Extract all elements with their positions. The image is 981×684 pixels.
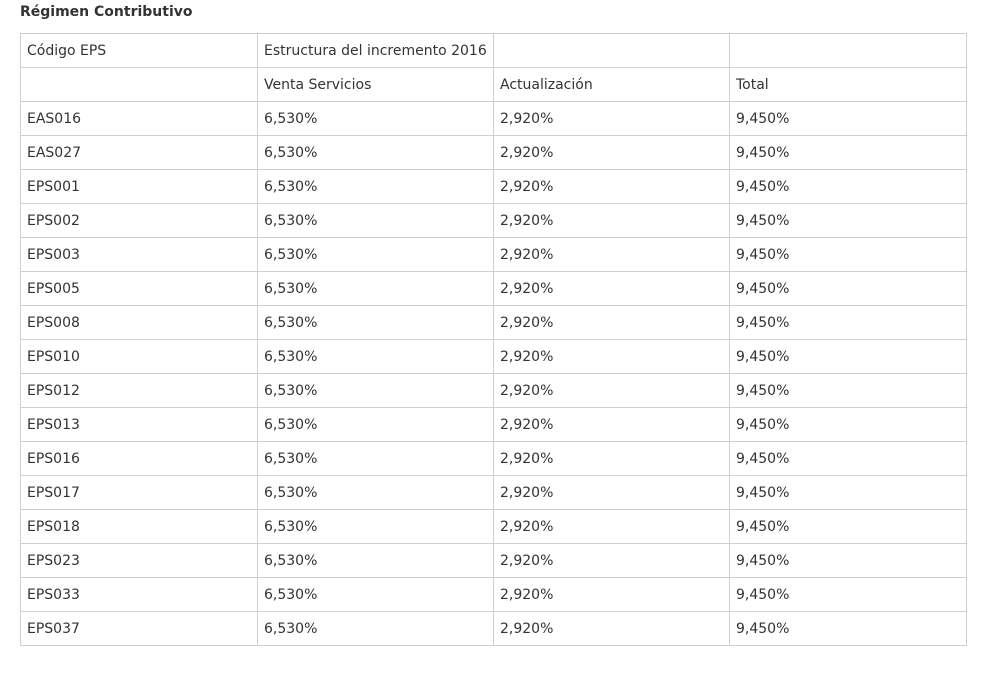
cell-service-sales: 6,530% xyxy=(257,611,494,646)
header-cell-total: Total xyxy=(729,67,967,102)
cell-eps-code: EPS010 xyxy=(20,339,258,374)
cell-eps-code: EAS027 xyxy=(20,135,258,170)
cell-total: 9,450% xyxy=(729,339,967,374)
cell-service-sales: 6,530% xyxy=(257,237,494,272)
cell-eps-code: EAS016 xyxy=(20,101,258,136)
cell-eps-code: EPS018 xyxy=(20,509,258,544)
cell-eps-code: EPS037 xyxy=(20,611,258,646)
cell-update: 2,920% xyxy=(493,543,730,578)
cell-update: 2,920% xyxy=(493,101,730,136)
cell-eps-code: EPS013 xyxy=(20,407,258,442)
table-row: EPS008 6,530% 2,920% 9,450% xyxy=(20,305,967,340)
cell-eps-code: EPS012 xyxy=(20,373,258,408)
table-row: EPS002 6,530% 2,920% 9,450% xyxy=(20,203,967,238)
header-cell-increment-structure: Estructura del incremento 2016 xyxy=(257,33,494,68)
cell-service-sales: 6,530% xyxy=(257,135,494,170)
cell-service-sales: 6,530% xyxy=(257,577,494,612)
header-cell-update: Actualización xyxy=(493,67,730,102)
cell-total: 9,450% xyxy=(729,135,967,170)
eps-increment-table: Código EPS Estructura del incremento 201… xyxy=(20,33,967,646)
cell-total: 9,450% xyxy=(729,373,967,408)
table-row: EAS016 6,530% 2,920% 9,450% xyxy=(20,101,967,136)
cell-total: 9,450% xyxy=(729,475,967,510)
header-cell-service-sales: Venta Servicios xyxy=(257,67,494,102)
cell-eps-code: EPS002 xyxy=(20,203,258,238)
cell-service-sales: 6,530% xyxy=(257,407,494,442)
cell-eps-code: EPS016 xyxy=(20,441,258,476)
cell-update: 2,920% xyxy=(493,475,730,510)
cell-update: 2,920% xyxy=(493,237,730,272)
cell-total: 9,450% xyxy=(729,611,967,646)
table-row: EPS001 6,530% 2,920% 9,450% xyxy=(20,169,967,204)
cell-total: 9,450% xyxy=(729,169,967,204)
table-row: EPS037 6,530% 2,920% 9,450% xyxy=(20,611,967,646)
cell-update: 2,920% xyxy=(493,339,730,374)
cell-service-sales: 6,530% xyxy=(257,441,494,476)
cell-service-sales: 6,530% xyxy=(257,373,494,408)
cell-service-sales: 6,530% xyxy=(257,305,494,340)
cell-update: 2,920% xyxy=(493,305,730,340)
page-title: Régimen Contributivo xyxy=(20,4,193,20)
cell-eps-code: EPS001 xyxy=(20,169,258,204)
cell-service-sales: 6,530% xyxy=(257,169,494,204)
cell-update: 2,920% xyxy=(493,271,730,306)
cell-update: 2,920% xyxy=(493,135,730,170)
table-row: EPS016 6,530% 2,920% 9,450% xyxy=(20,441,967,476)
cell-update: 2,920% xyxy=(493,373,730,408)
cell-service-sales: 6,530% xyxy=(257,543,494,578)
cell-eps-code: EPS017 xyxy=(20,475,258,510)
cell-service-sales: 6,530% xyxy=(257,475,494,510)
header-cell-empty xyxy=(20,67,258,102)
table-row: EPS010 6,530% 2,920% 9,450% xyxy=(20,339,967,374)
cell-service-sales: 6,530% xyxy=(257,271,494,306)
header-cell-empty xyxy=(493,33,730,68)
table-row: EPS005 6,530% 2,920% 9,450% xyxy=(20,271,967,306)
header-cell-empty xyxy=(729,33,967,68)
cell-update: 2,920% xyxy=(493,407,730,442)
cell-total: 9,450% xyxy=(729,543,967,578)
table-row: EAS027 6,530% 2,920% 9,450% xyxy=(20,135,967,170)
header-row-2: Venta Servicios Actualización Total xyxy=(20,67,967,102)
cell-update: 2,920% xyxy=(493,509,730,544)
table-row: EPS013 6,530% 2,920% 9,450% xyxy=(20,407,967,442)
table-row: EPS017 6,530% 2,920% 9,450% xyxy=(20,475,967,510)
cell-update: 2,920% xyxy=(493,611,730,646)
header-row-1: Código EPS Estructura del incremento 201… xyxy=(20,33,967,68)
cell-update: 2,920% xyxy=(493,203,730,238)
table-row: EPS023 6,530% 2,920% 9,450% xyxy=(20,543,967,578)
cell-total: 9,450% xyxy=(729,203,967,238)
table-row: EPS018 6,530% 2,920% 9,450% xyxy=(20,509,967,544)
table-body: Código EPS Estructura del incremento 201… xyxy=(20,33,967,646)
cell-total: 9,450% xyxy=(729,441,967,476)
cell-service-sales: 6,530% xyxy=(257,509,494,544)
table-row: EPS033 6,530% 2,920% 9,450% xyxy=(20,577,967,612)
cell-eps-code: EPS008 xyxy=(20,305,258,340)
cell-service-sales: 6,530% xyxy=(257,101,494,136)
cell-service-sales: 6,530% xyxy=(257,339,494,374)
cell-total: 9,450% xyxy=(729,509,967,544)
cell-total: 9,450% xyxy=(729,101,967,136)
cell-eps-code: EPS033 xyxy=(20,577,258,612)
cell-update: 2,920% xyxy=(493,577,730,612)
cell-eps-code: EPS003 xyxy=(20,237,258,272)
cell-eps-code: EPS005 xyxy=(20,271,258,306)
header-cell-eps-code: Código EPS xyxy=(20,33,258,68)
cell-total: 9,450% xyxy=(729,271,967,306)
cell-update: 2,920% xyxy=(493,441,730,476)
cell-total: 9,450% xyxy=(729,237,967,272)
cell-update: 2,920% xyxy=(493,169,730,204)
cell-total: 9,450% xyxy=(729,577,967,612)
cell-total: 9,450% xyxy=(729,305,967,340)
cell-total: 9,450% xyxy=(729,407,967,442)
table-row: EPS012 6,530% 2,920% 9,450% xyxy=(20,373,967,408)
table-row: EPS003 6,530% 2,920% 9,450% xyxy=(20,237,967,272)
cell-eps-code: EPS023 xyxy=(20,543,258,578)
cell-service-sales: 6,530% xyxy=(257,203,494,238)
